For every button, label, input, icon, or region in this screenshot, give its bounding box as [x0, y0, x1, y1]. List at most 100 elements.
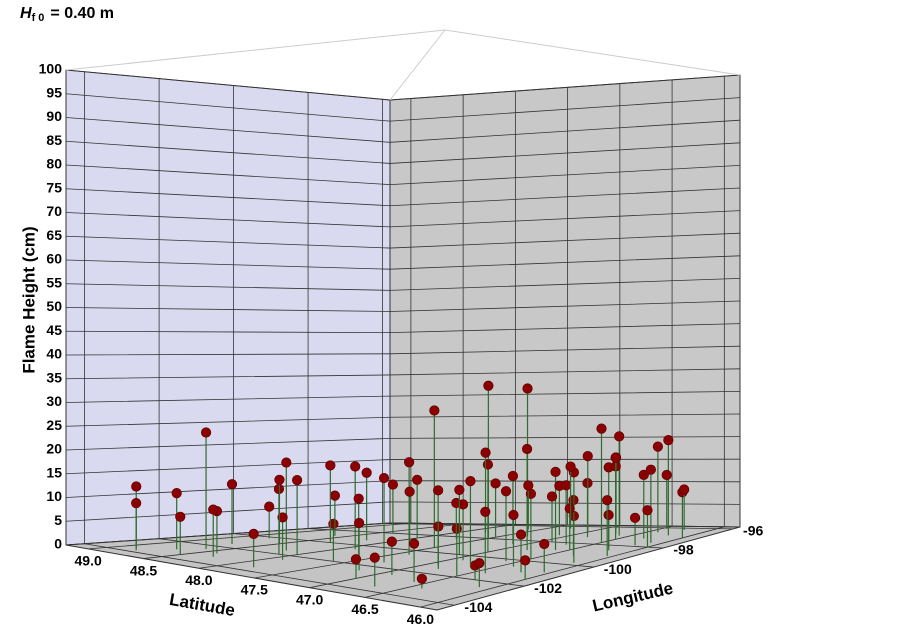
y-tick-label: 35: [46, 369, 62, 385]
z-tick-label: -102: [534, 580, 562, 596]
grid-line: [309, 525, 620, 589]
title-symbol: H: [20, 5, 32, 22]
point: [353, 493, 364, 504]
x-tick-label: 47.5: [241, 582, 268, 598]
point: [663, 435, 674, 446]
x-axis-title: Latitude: [168, 590, 236, 620]
grid-line: [65, 391, 741, 403]
point: [175, 511, 186, 522]
point: [490, 478, 501, 489]
point: [508, 509, 519, 521]
point: [679, 484, 690, 495]
point: [652, 441, 663, 452]
x-tick-label: 48.0: [185, 572, 212, 588]
point: [483, 380, 494, 391]
grid-line: [65, 522, 741, 546]
point: [404, 486, 415, 497]
left-wall: [65, 69, 391, 546]
point: [454, 484, 465, 496]
point: [404, 457, 415, 468]
y-tick-label: 90: [46, 108, 62, 124]
y-tick-label: 45: [46, 322, 62, 338]
y-tick-label: 85: [46, 132, 62, 148]
grid-line: [65, 458, 741, 475]
x-tick-label: 46.5: [351, 601, 378, 617]
point: [361, 467, 372, 478]
point: [565, 461, 576, 472]
point: [520, 555, 531, 566]
y-tick-label: 20: [46, 441, 62, 457]
y-tick-label: 15: [46, 464, 62, 480]
point: [329, 490, 340, 501]
point: [277, 512, 288, 523]
point: [350, 554, 362, 565]
point: [226, 479, 238, 490]
x-tick-label: 47.0: [296, 591, 323, 607]
x-tick-label: 49.0: [75, 553, 102, 569]
grid-line: [254, 524, 568, 579]
point: [482, 459, 494, 470]
point: [408, 538, 420, 549]
point: [523, 480, 534, 491]
point: [386, 536, 397, 547]
z-tick-label: -100: [604, 561, 632, 577]
y-tick-label: 55: [46, 274, 62, 290]
y-axis-title: Flame Height (cm): [19, 226, 38, 373]
point: [465, 476, 476, 487]
grid-line: [65, 140, 741, 164]
grid-line: [65, 323, 741, 334]
point: [645, 464, 656, 475]
point: [325, 460, 336, 471]
grid-line: [65, 345, 741, 356]
point: [522, 383, 533, 394]
y-tick-label: 10: [46, 488, 62, 504]
point: [353, 517, 365, 529]
point: [369, 552, 380, 563]
point: [433, 485, 444, 496]
point: [131, 498, 142, 509]
point: [629, 512, 641, 523]
title-rest: = 0.40 m: [50, 5, 114, 22]
point: [610, 452, 621, 463]
y-tick-label: 95: [46, 84, 62, 100]
y-tick-label: 65: [46, 227, 62, 243]
point: [274, 474, 285, 485]
point: [171, 488, 182, 499]
point: [474, 558, 485, 569]
point: [281, 457, 292, 468]
x-tick-label: 48.5: [130, 562, 157, 578]
y-tick-label: 100: [39, 61, 63, 77]
grid-line: [65, 368, 741, 380]
grid-line: [65, 210, 741, 228]
grid-line: [65, 232, 741, 249]
point: [507, 470, 519, 482]
y-tick-label: 0: [54, 536, 62, 552]
grid-line: [420, 526, 725, 608]
point: [661, 469, 672, 481]
point: [292, 475, 303, 486]
point: [208, 504, 219, 515]
grid-line: [65, 300, 741, 312]
y-tick-label: 25: [46, 417, 62, 433]
chart-title: Hf 0 = 0.40 m: [20, 5, 114, 24]
point: [412, 474, 423, 485]
title-subscript: f 0: [32, 12, 45, 24]
point: [480, 506, 491, 517]
point: [131, 481, 142, 492]
point: [248, 528, 259, 539]
grid-line: [84, 543, 455, 606]
point: [429, 405, 440, 416]
point: [546, 491, 558, 502]
point: [350, 461, 361, 472]
point: [596, 423, 607, 434]
point: [500, 486, 512, 497]
point: [614, 431, 625, 442]
grid-line: [65, 164, 741, 186]
y-tick-label: 40: [46, 346, 62, 362]
y-tick-label: 75: [46, 179, 62, 195]
y-tick-label: 70: [46, 203, 62, 219]
y-tick-label: 30: [46, 393, 62, 409]
point: [564, 503, 575, 514]
y-tick-label: 5: [54, 512, 62, 528]
